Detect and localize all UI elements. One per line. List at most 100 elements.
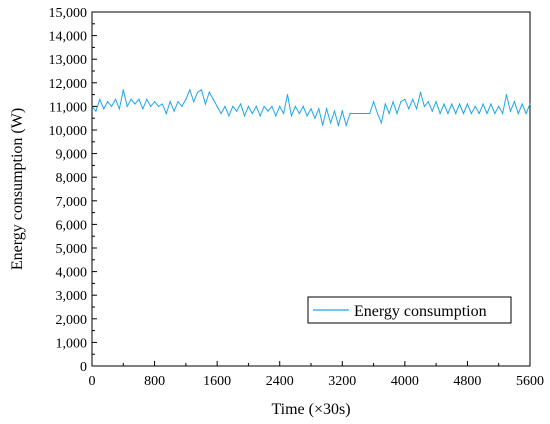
series-point	[451, 103, 453, 105]
series-point	[474, 105, 476, 107]
series-point	[333, 110, 336, 112]
series-point	[392, 101, 394, 103]
series-point	[502, 112, 504, 115]
series-point	[505, 94, 508, 96]
series-point	[470, 112, 472, 115]
y-tick-label: 9,000	[56, 148, 88, 163]
series-line-energy	[91, 88, 531, 128]
series-point	[423, 105, 426, 107]
y-tick-label: 11,000	[49, 100, 87, 115]
series-point	[228, 115, 230, 117]
series-point	[193, 101, 195, 103]
series-point	[517, 112, 519, 115]
series-point	[283, 112, 285, 115]
series-point	[412, 98, 414, 100]
series-points-layer	[91, 89, 531, 126]
series-point	[419, 91, 422, 93]
series-point	[486, 112, 488, 115]
series-point	[302, 105, 304, 107]
series-point	[138, 98, 140, 100]
series-point	[224, 105, 226, 107]
y-tick-label: 4,000	[56, 266, 88, 281]
y-tick-label: 15,000	[49, 6, 88, 21]
series-point	[353, 112, 355, 115]
series-point	[408, 108, 410, 110]
series-point	[396, 112, 398, 115]
series-point	[380, 122, 382, 124]
series-point	[521, 103, 523, 105]
series-point	[431, 110, 433, 112]
x-axis-ticks: 0 800 1600 2400 3200 4000 4800 5600	[89, 361, 544, 389]
series-point	[181, 105, 183, 107]
series-point	[404, 98, 406, 100]
series-point	[153, 101, 156, 103]
y-tick-label: 8,000	[56, 171, 88, 186]
x-tick-label: 2400	[266, 374, 294, 389]
series-point	[466, 103, 469, 105]
y-tick-label: 13,000	[49, 53, 88, 68]
series-point	[110, 105, 113, 107]
y-tick-label: 5,000	[56, 242, 88, 257]
series-point	[322, 124, 324, 126]
series-point	[459, 103, 461, 105]
series-point	[103, 108, 105, 110]
series-point	[247, 105, 250, 107]
series-point	[279, 105, 281, 107]
series-point	[161, 103, 163, 105]
series-point	[462, 112, 465, 115]
series-point	[251, 112, 253, 115]
series-point	[435, 101, 437, 103]
y-tick-label: 14,000	[49, 30, 88, 45]
series-point	[107, 101, 109, 103]
x-tick-label: 0	[89, 374, 96, 389]
series-point	[306, 115, 308, 117]
series-point	[200, 89, 203, 91]
series-point	[439, 112, 441, 115]
series-point	[216, 105, 218, 107]
series-point	[365, 112, 367, 115]
series-point	[525, 112, 527, 115]
series-point	[126, 105, 128, 107]
series-point	[267, 110, 269, 112]
y-tick-label: 7,000	[56, 195, 88, 210]
series-point	[341, 110, 343, 112]
x-tick-label: 5600	[516, 374, 544, 389]
series-point	[478, 112, 480, 115]
series-point	[146, 98, 148, 100]
series-point	[173, 110, 175, 112]
series-point	[130, 98, 132, 100]
y-tick-label: 2,000	[56, 313, 88, 328]
y-tick-label: 0	[80, 360, 87, 375]
series-point	[329, 122, 332, 124]
series-point	[513, 101, 515, 103]
y-axis-ticks: 0 1,000 2,000 3,000 4,000 5,000 6,000 7,000 8,00…	[49, 6, 97, 375]
series-point	[361, 112, 363, 115]
series-point	[122, 89, 124, 91]
series-point	[240, 103, 242, 105]
series-point	[263, 105, 265, 107]
series-point	[372, 101, 375, 103]
series-point	[529, 103, 531, 105]
series-point	[177, 101, 179, 103]
x-axis-label: Time (×30s)	[271, 401, 350, 418]
y-tick-label: 12,000	[49, 77, 88, 92]
series-point	[415, 108, 418, 110]
y-tick-label: 1,000	[56, 336, 88, 351]
series-point	[157, 105, 160, 107]
x-tick-label: 4800	[453, 374, 481, 389]
series-point	[196, 91, 199, 93]
y-tick-label: 6,000	[56, 218, 88, 233]
series-point	[310, 108, 312, 110]
series-point	[134, 103, 136, 105]
series-point	[490, 103, 492, 105]
series-point	[255, 105, 257, 107]
series-point	[189, 89, 191, 91]
series-point	[494, 112, 496, 115]
series-point	[455, 112, 457, 115]
series-point	[447, 112, 449, 115]
series-point	[345, 124, 347, 126]
series-point	[150, 105, 152, 107]
series-point	[232, 105, 234, 107]
series-point	[384, 103, 386, 105]
series-point	[185, 98, 187, 100]
